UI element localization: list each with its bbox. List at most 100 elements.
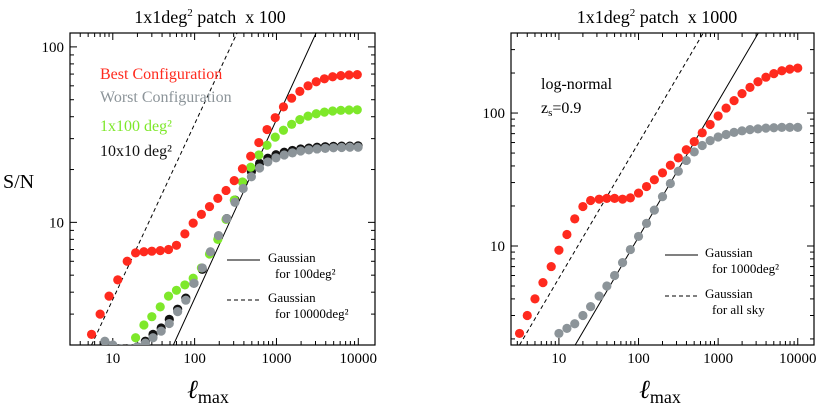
data-point [164, 318, 174, 329]
left-legend-lines: Gaussian for 100deg² Gaussian for 10000d… [227, 250, 349, 321]
data-point [124, 344, 130, 345]
data-point [263, 157, 273, 167]
data-point [104, 291, 114, 301]
y-tick-label: 10 [490, 239, 505, 255]
data-point [745, 82, 755, 92]
annotation-redshift: zs=0.9 [541, 100, 581, 119]
data-point [337, 142, 347, 153]
series-worst-configuration [100, 142, 363, 345]
data-point [594, 291, 604, 301]
data-point [311, 77, 321, 87]
data-point [673, 153, 683, 163]
right-panel-title: 1x1deg2 patch x 1000 [577, 7, 737, 27]
data-point [163, 244, 174, 255]
data-point [303, 81, 313, 91]
data-point [336, 71, 346, 81]
data-point [554, 245, 564, 255]
data-point [287, 93, 297, 103]
data-point [641, 218, 652, 228]
data-point [657, 192, 668, 202]
data-point [140, 338, 150, 345]
data-point [196, 209, 206, 220]
data-point [697, 140, 707, 151]
data-point [649, 205, 659, 215]
x-tick-label: 1000 [703, 351, 733, 367]
data-point [578, 201, 588, 212]
data-point [793, 63, 803, 73]
data-point [328, 106, 338, 116]
data-point [625, 193, 635, 203]
data-point [769, 123, 779, 133]
data-point [673, 166, 683, 176]
data-point [254, 163, 265, 173]
data-point [657, 168, 668, 178]
data-point [617, 258, 628, 268]
data-point [100, 336, 110, 345]
data-point [777, 66, 787, 76]
legend-best-configuration: Best Configuration [100, 66, 222, 83]
data-point [721, 103, 731, 113]
data-point [312, 144, 322, 154]
series-best-configuration [86, 70, 362, 339]
gaussian-solid-line [574, 33, 759, 345]
data-point [197, 263, 207, 273]
data-point [562, 229, 572, 240]
annotation-log-normal: log-normal [541, 76, 613, 93]
series-best-configuration [514, 63, 803, 339]
data-point [319, 107, 330, 117]
data-point [633, 231, 644, 242]
data-point [205, 247, 216, 257]
data-point [131, 248, 141, 258]
gaussian-dashed-line [91, 33, 238, 345]
data-point [254, 137, 264, 148]
data-point [617, 194, 628, 204]
data-point [689, 147, 699, 157]
data-point [785, 122, 795, 132]
data-point [278, 102, 289, 112]
legend-10x10-deg2: 10x10 deg² [100, 143, 172, 160]
legend-gaussian-10000-line2: for 10000deg² [275, 306, 349, 321]
data-point [270, 113, 280, 123]
data-point [554, 328, 564, 339]
data-point [311, 109, 321, 119]
data-point [246, 172, 256, 182]
legend-gaussian-allsky-line1: Gaussian [705, 286, 753, 301]
data-point [155, 246, 165, 256]
data-point [188, 218, 198, 228]
data-point [761, 72, 771, 82]
data-point [113, 275, 123, 285]
data-point [156, 326, 166, 336]
left-x-axis-label: ℓmax [187, 375, 229, 404]
data-point [689, 136, 699, 147]
x-tick-label: 10000 [779, 351, 817, 367]
data-point [189, 278, 199, 288]
x-tick-label: 100 [183, 351, 206, 367]
data-point [171, 240, 182, 250]
data-point [328, 143, 339, 153]
data-point [108, 340, 118, 345]
data-point [304, 145, 314, 155]
legend-gaussian-100-line1: Gaussian [268, 250, 316, 265]
data-point [139, 320, 149, 330]
data-point [649, 175, 659, 185]
data-point [173, 307, 183, 317]
data-point [562, 323, 572, 333]
data-point [180, 280, 190, 290]
data-point [147, 246, 157, 256]
x-tick-label: 1000 [261, 351, 291, 367]
data-point [319, 74, 330, 84]
data-point [721, 129, 731, 140]
legend-gaussian-10000-line1: Gaussian [268, 290, 316, 305]
right-legend-lines: Gaussian for 1000deg² Gaussian for all s… [665, 245, 779, 317]
x-tick-label: 10000 [340, 351, 378, 367]
data-point [578, 310, 588, 321]
data-point [271, 153, 281, 163]
left-panel-title: 1x1deg2 patch x 100 [134, 7, 285, 27]
data-point [602, 281, 612, 291]
data-point [279, 150, 289, 160]
data-point [729, 127, 739, 138]
data-point [522, 310, 532, 321]
data-point [586, 195, 596, 206]
right-panel: 1x1deg2 patch x 1000 10 100 1000 10000 10 100… [483, 7, 817, 404]
legend-gaussian-1000-line2: for 1000deg² [712, 261, 779, 276]
